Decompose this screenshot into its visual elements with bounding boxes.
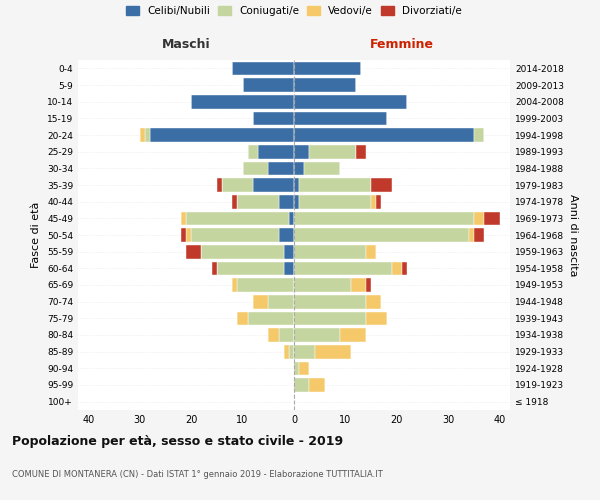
Bar [299,195,371,208]
Bar [268,328,278,342]
Bar [294,312,366,325]
Bar [268,162,294,175]
Bar [232,62,294,75]
Bar [181,228,186,242]
Bar [294,195,299,208]
Y-axis label: Anni di nascita: Anni di nascita [568,194,578,276]
Bar [376,195,382,208]
Bar [314,345,350,358]
Bar [140,128,145,142]
Bar [356,145,366,158]
Bar [350,278,366,292]
Bar [310,378,325,392]
Bar [299,178,371,192]
Bar [366,278,371,292]
Bar [294,128,474,142]
Bar [186,245,202,258]
Bar [304,162,340,175]
Bar [310,145,356,158]
Text: Femmine: Femmine [370,38,434,51]
Bar [299,362,310,375]
Bar [294,162,304,175]
Bar [232,195,238,208]
Bar [474,212,484,225]
Bar [294,328,340,342]
Bar [294,212,474,225]
Bar [248,312,294,325]
Bar [186,228,191,242]
Bar [278,328,294,342]
Bar [232,278,238,292]
Bar [294,245,366,258]
Bar [294,112,386,125]
Bar [253,112,294,125]
Bar [253,295,268,308]
Legend: Celibi/Nubili, Coniugati/e, Vedovi/e, Divorziati/e: Celibi/Nubili, Coniugati/e, Vedovi/e, Di… [126,6,462,16]
Bar [474,128,484,142]
Bar [294,228,469,242]
Bar [150,128,294,142]
Bar [340,328,366,342]
Bar [294,145,310,158]
Bar [278,195,294,208]
Bar [238,195,278,208]
Y-axis label: Fasce di età: Fasce di età [31,202,41,268]
Bar [253,178,294,192]
Bar [186,212,289,225]
Bar [294,78,356,92]
Bar [294,62,361,75]
Bar [294,178,299,192]
Bar [217,262,284,275]
Bar [242,162,268,175]
Bar [191,228,278,242]
Bar [484,212,500,225]
Bar [289,212,294,225]
Bar [392,262,402,275]
Text: Maschi: Maschi [161,38,211,51]
Bar [294,295,366,308]
Bar [371,195,376,208]
Bar [284,245,294,258]
Bar [258,145,294,158]
Bar [238,312,248,325]
Bar [294,378,310,392]
Bar [145,128,150,142]
Bar [366,312,386,325]
Bar [181,212,186,225]
Bar [366,295,382,308]
Bar [294,362,299,375]
Bar [284,262,294,275]
Bar [371,178,392,192]
Bar [217,178,222,192]
Bar [469,228,474,242]
Bar [202,245,284,258]
Bar [289,345,294,358]
Bar [278,228,294,242]
Bar [294,95,407,108]
Bar [191,95,294,108]
Text: COMUNE DI MONTANERA (CN) - Dati ISTAT 1° gennaio 2019 - Elaborazione TUTTITALIA.: COMUNE DI MONTANERA (CN) - Dati ISTAT 1°… [12,470,383,479]
Bar [238,278,294,292]
Bar [294,278,350,292]
Bar [294,262,392,275]
Text: Popolazione per età, sesso e stato civile - 2019: Popolazione per età, sesso e stato civil… [12,435,343,448]
Bar [402,262,407,275]
Bar [366,245,376,258]
Bar [212,262,217,275]
Bar [294,345,314,358]
Bar [222,178,253,192]
Bar [248,145,258,158]
Bar [474,228,484,242]
Bar [242,78,294,92]
Bar [268,295,294,308]
Bar [284,345,289,358]
